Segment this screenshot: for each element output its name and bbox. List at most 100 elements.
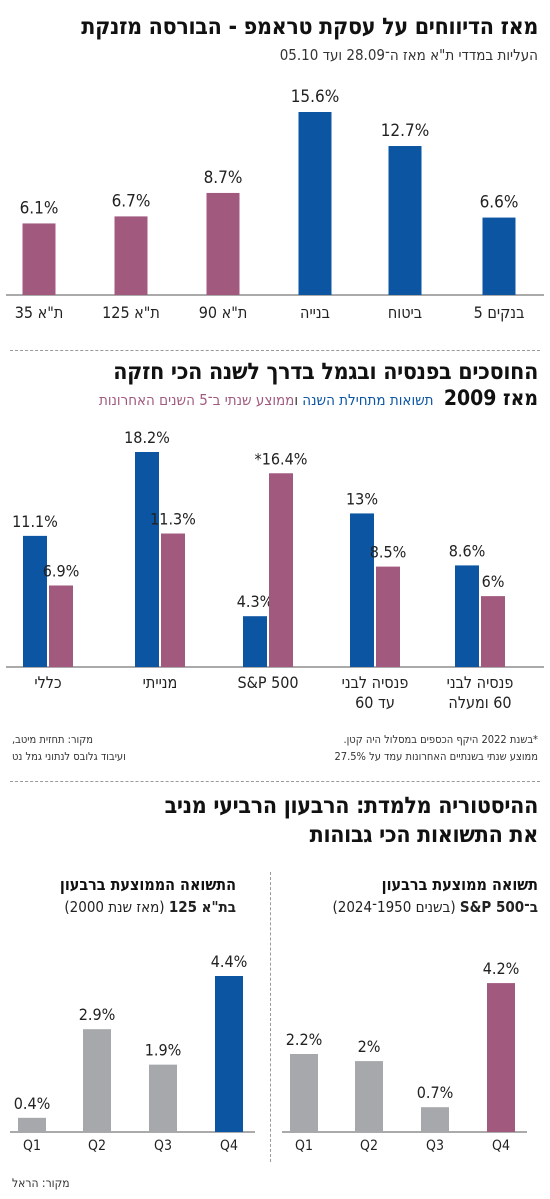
chart3-value-label: 2.9% — [79, 1005, 116, 1024]
chart1-bar — [114, 216, 148, 295]
chart2-value-label-5yr: 8.5% — [370, 543, 407, 562]
chart2-value-label-5yr: *16.4% — [255, 449, 308, 468]
chart4-category-label: Q1 — [295, 1138, 313, 1154]
chart3-title-line2: את התשואות הכי גבוהות — [309, 822, 539, 848]
chart4-category-label: Q3 — [426, 1138, 444, 1154]
chart4-category-label: Q2 — [360, 1138, 378, 1154]
chart1-value-label: 6.7% — [112, 191, 151, 211]
chart1-bar — [206, 192, 240, 295]
left-chart-title-1: התשואה הממוצעת ברבעון — [59, 875, 236, 894]
legend-joiner: ו — [294, 391, 303, 409]
chart3-category-label: Q4 — [220, 1138, 238, 1154]
quarter-charts-divider — [270, 872, 271, 1162]
chart2-bar-ytd — [350, 513, 374, 667]
chart2-bar-5yr — [269, 473, 293, 667]
chart2-bar-ytd — [135, 452, 159, 667]
chart4-category-label: Q4 — [492, 1138, 510, 1154]
chart3-bar — [149, 1064, 177, 1132]
chart2-plot: 11.1% 6.9% 18.2% 11.3% 4.3% *16.4% 13% 8.5% 8.6%… — [6, 428, 544, 712]
chart3-plot-ta125: 0.4% Q1 2.9% Q2 1.9% Q3 4.4% Q4 — [10, 952, 255, 1154]
right-chart-title-2: ב־S&P 500 (בשנים 1950־2024) — [332, 898, 538, 916]
chart2-value-label-ytd: 11.1% — [12, 512, 58, 531]
chart2-source-2: ועיבוד גלובס לנתוני גמל נט — [12, 750, 126, 763]
right-chart-period: (בשנים 1950־2024) — [332, 898, 460, 916]
chart1-category-label: בנקים 5 — [474, 303, 525, 322]
chart3-value-label: 4.4% — [211, 952, 248, 971]
chart2-category-label: עד 60 — [355, 693, 395, 712]
chart2-bar-ytd — [243, 616, 267, 667]
chart2-category-label: פנסיה לבני — [342, 673, 409, 692]
chart4-bar — [487, 983, 515, 1132]
chart1-value-label: 12.7% — [381, 121, 430, 141]
chart2-category-label: S&P 500 — [237, 673, 298, 692]
right-chart-index: ב־S&P 500 — [459, 898, 538, 916]
chart4-value-label: 2% — [358, 1037, 381, 1056]
chart2-bar-5yr — [376, 566, 400, 667]
chart3-bar — [83, 1029, 111, 1132]
section-divider-1 — [10, 350, 540, 351]
chart3-title-line1: ההיסטוריה מלמדת: הרבעון הרביעי מניב — [164, 793, 539, 819]
chart1-bar — [22, 223, 56, 295]
chart2-subtitle-year: מאז 2009 — [443, 386, 538, 410]
chart1-category-label: בנייה — [300, 303, 330, 322]
chart1-title: מאז הדיווחים על עסקת טראמפ - הבורסה מזנק… — [81, 14, 538, 40]
chart2-bar-ytd — [23, 535, 47, 667]
chart2-subtitle: מאז 2009 תשואות מתחילת השנה וממוצע שנתי … — [99, 386, 538, 410]
chart1-value-label: 8.7% — [204, 168, 243, 188]
chart2-source-1: מקור: תחזית מיטב, — [12, 733, 93, 746]
chart2-bar-5yr — [481, 596, 505, 667]
chart3-category-label: Q1 — [23, 1138, 41, 1154]
chart4-bar — [355, 1061, 383, 1132]
chart2-category-label: כללי — [34, 673, 61, 692]
chart2-bar-ytd — [455, 565, 479, 667]
chart3-value-label: 1.9% — [145, 1041, 182, 1060]
chart1-value-label: 6.6% — [480, 193, 519, 213]
chart1-bar — [388, 146, 422, 295]
left-chart-title-2: בת"א 125 (מאז שנת 2000) — [64, 898, 236, 916]
chart2-category-label: מנייתי — [143, 673, 178, 692]
chart2-bar-5yr — [49, 585, 73, 667]
chart4-bar — [421, 1107, 449, 1132]
chart3-category-label: Q2 — [88, 1138, 106, 1154]
legend-blue-label: תשואות מתחילת השנה — [302, 391, 434, 409]
chart3-bar — [18, 1117, 46, 1132]
chart2-value-label-ytd: 4.3% — [237, 592, 274, 611]
chart4-value-label: 2.2% — [286, 1030, 323, 1049]
chart3-bar — [215, 976, 243, 1132]
chart1-value-label: 15.6% — [291, 87, 340, 107]
chart4-plot-sp500: 2.2% Q1 2% Q2 0.7% Q3 4.2% Q4 — [282, 959, 527, 1154]
left-chart-period: (מאז שנת 2000) — [64, 898, 169, 916]
chart3-category-label: Q3 — [154, 1138, 172, 1154]
chart1-category-label: ת"א 125 — [102, 303, 160, 322]
chart2-value-label-ytd: 8.6% — [449, 541, 486, 560]
chart1-category-label: ת"א 35 — [15, 303, 64, 322]
section-divider-2 — [10, 781, 540, 782]
chart4-bar — [290, 1054, 318, 1132]
chart1-bar — [298, 112, 332, 295]
chart1-bar — [482, 217, 516, 295]
right-chart-title-1: תשואה ממוצעת ברבעון — [381, 875, 538, 894]
chart1-plot: 6.1% ת"א 35 6.7% ת"א 125 8.7% ת"א 90 15.6% בניי… — [6, 87, 544, 322]
chart2-title: החוסכים בפנסיה ובגמל בדרך לשנה הכי חזקה — [113, 359, 538, 385]
chart3-value-label: 0.4% — [14, 1094, 51, 1113]
chart1-subtitle: העליות במדדי ת"א מאז ה־28.09 ועד 05.10 — [279, 46, 538, 64]
chart3-source: מקור: הראל — [12, 1176, 70, 1190]
chart2-value-label-5yr: 6% — [482, 572, 505, 591]
chart2-bar-5yr — [161, 533, 185, 667]
chart2-footnote-1: *בשנת 2022 היקף הכספים במסלול היה קטן. — [343, 733, 538, 746]
chart1-category-label: ת"א 90 — [199, 303, 248, 322]
chart2-category-label: 60 ומעלה — [448, 693, 511, 712]
chart4-value-label: 0.7% — [417, 1083, 454, 1102]
chart2-value-label-ytd: 13% — [346, 489, 378, 508]
chart1-value-label: 6.1% — [20, 198, 59, 218]
chart2-category-label: פנסיה לבני — [447, 673, 514, 692]
chart2-footnote-2: ממוצע שנתי בשנתיים האחרונות עמד על 27.5% — [334, 750, 538, 763]
chart1-category-label: ביטוח — [388, 303, 422, 322]
chart2-value-label-ytd: 18.2% — [124, 428, 170, 447]
left-chart-index: בת"א 125 — [168, 898, 236, 916]
legend-purple-label: ממוצע שנתי ב־5 השנים האחרונות — [98, 391, 295, 409]
chart2-value-label-5yr: 11.3% — [150, 510, 196, 529]
chart2-value-label-5yr: 6.9% — [43, 561, 80, 580]
chart4-value-label: 4.2% — [483, 959, 520, 978]
